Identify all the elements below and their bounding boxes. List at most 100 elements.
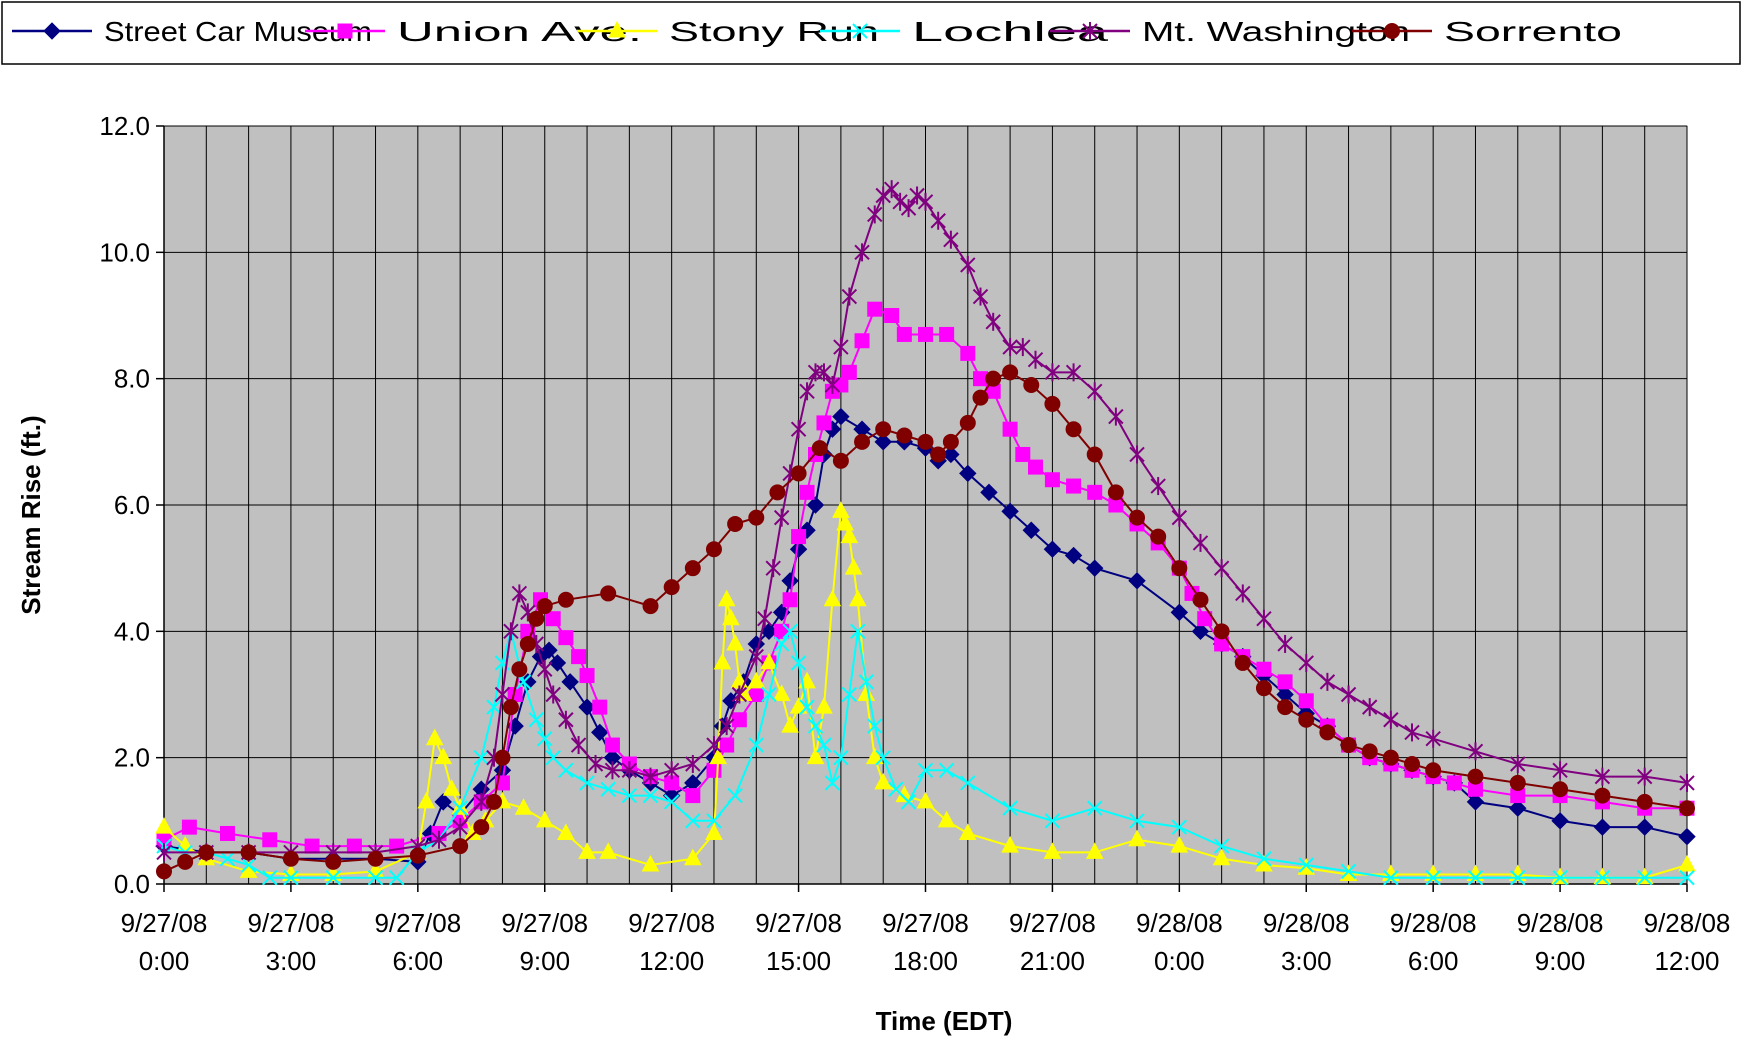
data-point-lochlea xyxy=(219,851,236,867)
data-point-union-ave xyxy=(1002,421,1018,437)
data-point-stony-run xyxy=(1085,842,1104,859)
data-point-stony-run xyxy=(717,589,736,607)
data-point-lochlea xyxy=(528,712,544,728)
series-sorrento xyxy=(156,364,1695,880)
data-point-union-ave xyxy=(219,825,235,841)
data-point-lochlea xyxy=(867,718,883,734)
data-point-lochlea xyxy=(917,762,934,779)
data-point-sorrento xyxy=(959,414,976,431)
data-point-lochlea xyxy=(473,749,489,766)
data-point-union-ave xyxy=(854,333,870,349)
data-point-mt-washington xyxy=(892,192,908,211)
data-point-stony-run xyxy=(806,747,825,765)
data-point-lochlea xyxy=(452,800,468,816)
data-point-lochlea xyxy=(850,623,866,640)
x-tick-time-label: 6:00 xyxy=(393,946,444,976)
data-point-sorrento xyxy=(367,850,384,867)
data-point-mt-washington xyxy=(824,375,841,394)
data-point-lochlea xyxy=(663,794,680,810)
data-point-sorrento xyxy=(1044,395,1061,412)
data-point-street-car-museum xyxy=(959,464,977,483)
data-point-lochlea xyxy=(900,794,917,810)
data-point-lochlea xyxy=(1256,851,1272,867)
data-point-sorrento xyxy=(1002,364,1019,381)
data-point-mt-washington xyxy=(867,205,883,224)
data-point-sorrento xyxy=(240,844,257,861)
x-tick-date-label: 9/28/08 xyxy=(1263,908,1350,938)
y-axis-title: Stream Rise (ft.) xyxy=(16,415,46,614)
data-point-mt-washington xyxy=(1277,634,1293,653)
data-point-sorrento xyxy=(502,699,519,716)
marker-stroke xyxy=(219,851,236,867)
data-point-mt-washington xyxy=(757,609,773,628)
marker-stroke xyxy=(858,674,874,690)
data-point-mt-washington xyxy=(1383,710,1399,729)
data-point-street-car-museum xyxy=(1593,818,1612,836)
data-point-mt-washington xyxy=(1235,584,1251,603)
data-point-lochlea xyxy=(841,686,858,703)
data-point-lochlea xyxy=(816,737,832,753)
data-point-sorrento xyxy=(494,749,511,766)
data-point-lochlea xyxy=(888,781,904,797)
data-point-union-ave xyxy=(1277,674,1293,690)
data-point-mt-washington xyxy=(642,767,659,786)
marker-stroke xyxy=(790,655,807,671)
x-tick-date-label: 9/27/08 xyxy=(501,908,588,938)
data-point-mt-washington xyxy=(1171,508,1188,527)
data-point-mt-washington xyxy=(718,717,735,736)
marker-stroke xyxy=(240,857,257,873)
data-point-sorrento xyxy=(1509,774,1526,791)
y-tick-label: 0.0 xyxy=(114,869,150,899)
data-point-mt-washington xyxy=(1319,672,1336,691)
data-point-sorrento xyxy=(642,598,659,615)
marker-stroke xyxy=(841,686,858,703)
data-point-sorrento xyxy=(473,819,490,836)
data-point-street-car-museum xyxy=(1191,622,1210,641)
marker-stroke xyxy=(1129,813,1145,829)
data-point-mt-washington xyxy=(706,736,722,755)
x-tick-time-label: 21:00 xyxy=(1020,946,1085,976)
marker-stroke xyxy=(452,800,468,816)
x-tick-time-label: 3:00 xyxy=(1281,946,1332,976)
data-point-mt-washington xyxy=(473,792,489,811)
data-point-sorrento xyxy=(1594,787,1611,804)
data-point-mt-washington xyxy=(875,186,891,205)
marker-stroke xyxy=(875,749,891,766)
marker-stroke xyxy=(486,699,502,715)
data-point-lochlea xyxy=(1510,869,1526,886)
data-point-sorrento xyxy=(1425,762,1442,779)
data-point-lochlea xyxy=(1679,869,1695,886)
data-point-mt-washington xyxy=(748,647,764,666)
marker-stroke xyxy=(642,787,659,804)
data-point-stony-run xyxy=(1551,867,1569,885)
x-tick-time-label: 12:00 xyxy=(639,946,704,976)
data-point-sorrento xyxy=(409,847,426,864)
data-point-stony-run xyxy=(1043,842,1062,859)
data-point-union-ave xyxy=(346,838,362,854)
data-point-street-car-museum xyxy=(548,654,567,672)
marker-stroke xyxy=(473,749,489,766)
data-point-stony-run xyxy=(726,633,744,651)
data-point-street-car-museum xyxy=(832,407,850,426)
legend-marker xyxy=(1082,22,1098,40)
data-point-union-ave xyxy=(833,377,849,393)
data-point-sorrento xyxy=(769,484,786,501)
x-tick-date-label: 9/28/08 xyxy=(1390,908,1477,938)
data-point-street-car-museum xyxy=(1128,572,1146,590)
data-point-mt-washington xyxy=(1213,559,1230,578)
x-tick-date-label: 9/27/08 xyxy=(628,908,715,938)
data-point-union-ave xyxy=(1087,484,1103,500)
marker-stroke xyxy=(515,674,532,690)
data-point-stony-run xyxy=(958,823,977,840)
data-point-street-car-museum xyxy=(1064,546,1083,565)
data-point-stony-run xyxy=(1593,867,1612,885)
data-point-sorrento xyxy=(600,585,617,602)
data-point-lochlea xyxy=(283,869,299,886)
data-point-union-ave xyxy=(1066,478,1082,494)
data-point-mt-washington xyxy=(431,830,447,849)
data-point-stony-run xyxy=(815,697,833,714)
legend-marker xyxy=(1384,23,1400,39)
data-point-lochlea xyxy=(773,636,790,652)
data-point-union-ave xyxy=(389,838,405,854)
marker-stroke xyxy=(325,869,341,886)
